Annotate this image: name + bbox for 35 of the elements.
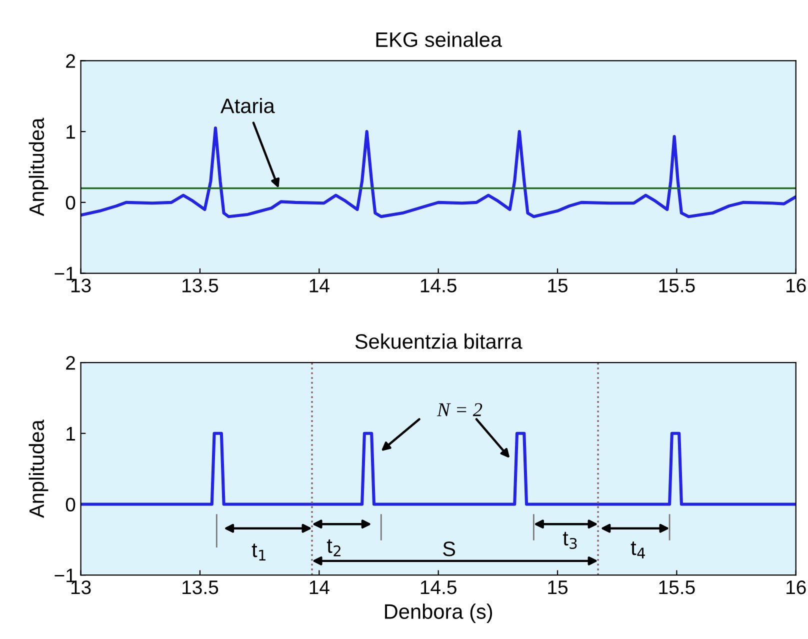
y-tick-label: 0 [66,498,76,512]
annotation: S [443,541,456,556]
y-tick-label: −1 [54,568,75,582]
y-axis-title: Anplitudea [28,118,48,216]
chart-title: EKG seinalea [376,32,502,48]
x-tick-label: 14.5 [420,580,456,594]
annotation: Ataria [220,98,275,114]
line-series [80,126,796,218]
annotation: t$_{2}$ [326,539,340,556]
x-tick-label: 15.5 [659,278,695,292]
y-tick-label: −1 [54,266,75,280]
x-tick-label: 14 [310,278,330,292]
y-axis-title: Anplitudea [28,420,48,518]
x-tick-label: 15 [548,580,568,594]
x-axis-title: Denbora (s) [385,604,492,624]
x-tick-label: 13.5 [182,580,218,594]
annotation: t$_{4}$ [630,541,645,558]
x-tick-label: 15.5 [659,580,695,594]
x-tick-label: 14 [310,580,330,594]
annotation: t$_{1}$ [252,544,266,560]
x-tick-label: 13 [71,580,91,594]
y-tick-label: 1 [66,125,75,139]
x-tick-label: 13 [71,278,91,292]
y-tick-label: 1 [66,427,75,440]
x-tick-label: 15 [548,278,568,292]
annotation: N = 2 [436,403,482,416]
annotation: t$_{3}$ [562,532,577,549]
x-tick-label: 16 [786,278,806,292]
x-tick-label: 16 [786,580,806,594]
chart-title: Sekuentzia bitarra [355,334,522,349]
y-tick-label: 2 [66,356,75,370]
x-tick-label: 13.5 [182,278,218,292]
x-tick-label: 14.5 [420,278,456,292]
y-tick-label: 2 [66,54,75,68]
y-tick-label: 0 [66,196,76,210]
